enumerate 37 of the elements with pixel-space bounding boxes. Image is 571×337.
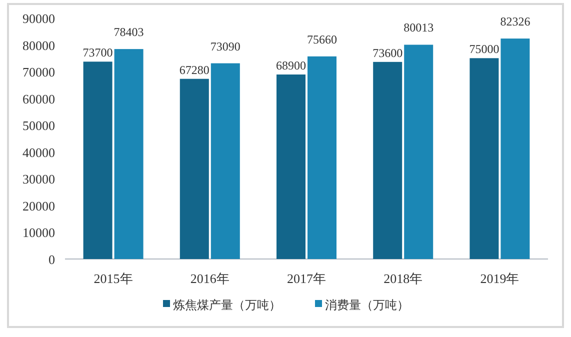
data-label: 78403 xyxy=(114,25,144,40)
y-tick-label: 50000 xyxy=(22,118,55,134)
bar xyxy=(470,58,499,259)
data-label: 73700 xyxy=(82,46,113,60)
data-label: 75000 xyxy=(469,42,500,56)
data-label: 67280 xyxy=(179,62,210,77)
y-tick-label: 0 xyxy=(48,252,55,267)
y-tick-label: 70000 xyxy=(22,64,55,80)
y-tick-label: 80000 xyxy=(22,38,55,53)
y-tick-label: 30000 xyxy=(22,172,55,187)
data-label: 82326 xyxy=(500,14,530,29)
bar xyxy=(308,56,336,259)
bar xyxy=(276,74,306,259)
y-tick-label: 40000 xyxy=(22,144,55,160)
x-tick-label: 2018年 xyxy=(384,271,423,286)
legend-label: 炼焦煤产量（万吨） xyxy=(173,298,281,312)
data-label: 68900 xyxy=(276,58,306,72)
bar xyxy=(180,78,209,259)
data-label: 73600 xyxy=(372,46,403,60)
data-label: 73090 xyxy=(210,39,240,54)
data-label: 80013 xyxy=(404,20,434,35)
bar xyxy=(83,62,112,259)
y-tick-label: 10000 xyxy=(22,225,55,240)
y-tick-label: 20000 xyxy=(22,198,55,214)
data-label: 75660 xyxy=(307,32,337,46)
bar xyxy=(404,44,434,259)
x-tick-label: 2015年 xyxy=(94,271,133,286)
x-tick-label: 2016年 xyxy=(190,271,230,286)
bar xyxy=(500,38,530,259)
bar xyxy=(210,63,240,259)
y-tick-label: 60000 xyxy=(22,91,55,106)
x-tick-label: 2019年 xyxy=(480,271,520,286)
legend-label: 消费量（万吨） xyxy=(325,298,409,312)
x-tick-label: 2017年 xyxy=(287,271,326,286)
bar xyxy=(373,62,402,259)
bar xyxy=(114,49,144,259)
y-tick-label: 90000 xyxy=(22,11,55,26)
